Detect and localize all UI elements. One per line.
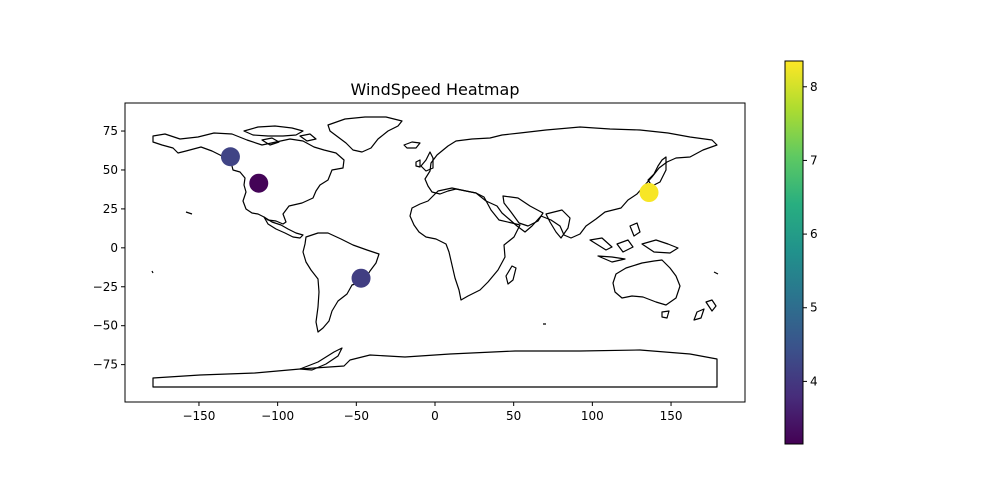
y-tick-label: 25 — [103, 202, 118, 216]
x-tick-label: 100 — [581, 409, 604, 423]
data-point — [639, 183, 659, 203]
y-tick-label: 0 — [110, 241, 118, 255]
southeast-asia-islands-outline — [589, 222, 679, 263]
y-tick-label: −50 — [93, 319, 118, 333]
y-tick-label: −25 — [93, 280, 118, 294]
greenland-outline — [327, 116, 403, 153]
x-tick-label: 50 — [506, 409, 521, 423]
y-tick-label: −75 — [93, 358, 118, 372]
world-coastlines — [151, 116, 719, 388]
x-tick-label: 150 — [660, 409, 683, 423]
y-tick-label: 75 — [103, 124, 118, 138]
x-axis: −150 −100 −50 0 50 100 150 — [182, 402, 682, 423]
colorbar-frame — [784, 60, 804, 445]
colorbar-tick-label: 6 — [810, 227, 818, 241]
tasmania-outline — [661, 310, 670, 319]
data-point — [220, 147, 240, 167]
arabia-outline — [502, 195, 544, 227]
central-america-outline — [263, 216, 304, 239]
iceland-outline — [403, 141, 421, 149]
colorbar-tick-label: 5 — [810, 301, 818, 315]
data-point — [351, 268, 371, 288]
x-tick-label: −150 — [182, 409, 215, 423]
colorbar-ticks: 4 5 6 7 8 — [803, 80, 818, 388]
colorbar-tick-label: 4 — [810, 374, 818, 388]
uk-outline — [415, 151, 434, 172]
y-tick-label: 50 — [103, 163, 118, 177]
india-outline — [545, 209, 571, 239]
arctic-islands-outline — [243, 125, 317, 146]
colorbar-gradient — [785, 61, 803, 444]
new-zealand-outline — [693, 299, 717, 321]
x-tick-label: −50 — [344, 409, 369, 423]
north-america-outline — [152, 132, 345, 225]
australia-outline — [612, 259, 681, 306]
x-tick-label: 0 — [431, 409, 439, 423]
colorbar-tick-label: 8 — [810, 80, 818, 94]
madagascar-outline — [505, 265, 517, 285]
plot-frame — [124, 102, 746, 403]
japan-outline — [647, 156, 667, 187]
data-points — [220, 147, 659, 288]
eurasia-outline — [424, 126, 718, 239]
small-islands-outline — [151, 211, 719, 325]
south-america-outline — [302, 232, 380, 333]
chart-title: WindSpeed Heatmap — [351, 80, 520, 99]
data-point — [249, 173, 269, 193]
colorbar-tick-label: 7 — [810, 153, 818, 167]
colorbar: 4 5 6 7 8 — [784, 60, 818, 445]
y-axis: 75 50 25 0 −25 −50 −75 — [93, 124, 125, 372]
africa-outline — [409, 187, 521, 301]
antarctic-peninsula-outline — [299, 347, 343, 371]
antarctica-outline — [152, 349, 718, 388]
x-tick-label: −100 — [261, 409, 294, 423]
